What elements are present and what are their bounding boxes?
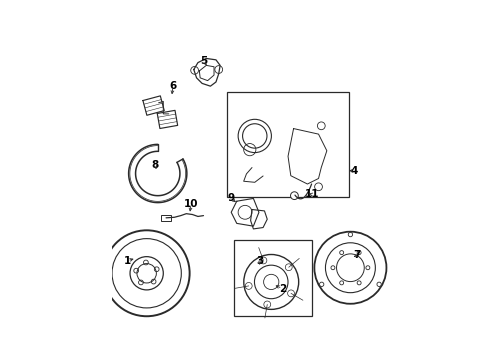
Text: 5: 5 bbox=[200, 56, 207, 66]
Circle shape bbox=[290, 192, 298, 199]
Text: 1: 1 bbox=[123, 256, 131, 266]
Circle shape bbox=[376, 282, 381, 287]
Text: 8: 8 bbox=[151, 160, 158, 170]
Text: 10: 10 bbox=[183, 199, 198, 209]
Circle shape bbox=[347, 233, 352, 237]
Text: 6: 6 bbox=[169, 81, 176, 91]
Text: 4: 4 bbox=[350, 166, 358, 176]
Bar bbox=[233, 240, 311, 316]
Text: 7: 7 bbox=[353, 250, 360, 260]
Bar bbox=[226, 92, 348, 197]
Text: 2: 2 bbox=[278, 284, 285, 293]
Circle shape bbox=[319, 282, 323, 287]
Bar bbox=[161, 215, 171, 221]
Text: 9: 9 bbox=[227, 193, 234, 203]
Text: 3: 3 bbox=[256, 256, 264, 266]
Text: 11: 11 bbox=[304, 189, 318, 199]
